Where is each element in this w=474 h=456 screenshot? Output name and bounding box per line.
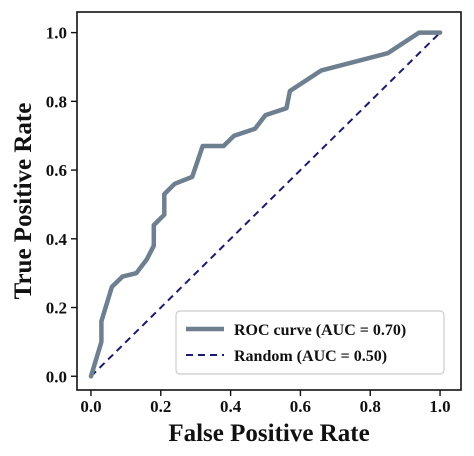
- legend-label-roc: ROC curve (AUC = 0.70): [234, 322, 406, 339]
- y-tick-label: 0.8: [46, 92, 67, 111]
- y-tick-label: 0.4: [46, 230, 68, 249]
- roc-series-line: [88, 30, 443, 379]
- legend-box: [175, 310, 445, 375]
- x-tick-label: 0.4: [220, 397, 242, 416]
- x-tick-label: 1.0: [429, 397, 450, 416]
- y-tick-label: 1.0: [46, 24, 67, 43]
- legend-label-random: Random (AUC = 0.50): [234, 348, 387, 365]
- plot-frame: [76, 11, 462, 391]
- series-layer: [88, 30, 443, 379]
- random-series-line: [90, 31, 441, 378]
- y-tick-label: 0.0: [46, 367, 67, 386]
- ticks-layer: 0.0 0.2 0.4 0.6 0.8 1.0 0.0 0.2 0.4 0.6 0.8 1.0: [46, 24, 451, 416]
- x-axis-title: False Positive Rate: [168, 420, 369, 447]
- y-axis-title: True Positive Rate: [10, 103, 37, 300]
- x-tick-label: 0.8: [360, 397, 381, 416]
- y-tick-label: 0.2: [46, 299, 67, 318]
- x-tick-label: 0.0: [80, 397, 101, 416]
- x-tick-label: 0.2: [150, 397, 171, 416]
- y-tick-label: 0.6: [46, 161, 67, 180]
- x-tick-label: 0.6: [290, 397, 311, 416]
- legend: ROC curve (AUC = 0.70) Random (AUC = 0.5…: [175, 310, 445, 375]
